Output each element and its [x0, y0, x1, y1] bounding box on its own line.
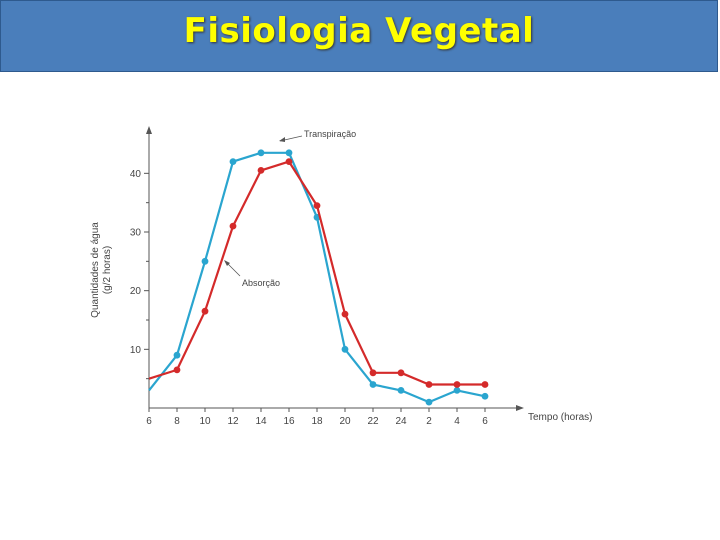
- data-point: [397, 387, 405, 394]
- data-point: [369, 369, 377, 377]
- y-tick-label: 30: [130, 228, 142, 239]
- x-tick-label: 16: [283, 416, 295, 427]
- data-point: [201, 257, 209, 265]
- annotation-absorcao-arrow: [224, 260, 230, 266]
- x-tick-label: 22: [367, 416, 379, 427]
- x-axis-arrow: [516, 405, 524, 411]
- x-tick-label: 4: [454, 416, 460, 427]
- data-point: [481, 381, 489, 388]
- chart-axes: [146, 126, 524, 411]
- data-point: [173, 351, 181, 359]
- x-tick-label: 24: [395, 416, 407, 427]
- data-point: [285, 158, 293, 165]
- y-ticks: 10 20 30 40: [130, 169, 149, 380]
- annotation-absorcao: Absorção: [224, 260, 280, 288]
- x-tick-label: 14: [255, 416, 267, 427]
- annotation-transpiracao-arrow: [279, 137, 285, 142]
- annotation-transpiracao: Transpiração: [279, 129, 356, 142]
- data-point: [425, 398, 433, 406]
- x-tick-label: 18: [311, 416, 323, 427]
- data-point: [201, 307, 209, 315]
- data-point: [453, 381, 461, 388]
- y-axis-label-line2: (g/2 horas): [102, 246, 113, 294]
- annotation-transpiracao-label: Transpiração: [304, 129, 356, 139]
- series-line: [148, 151, 486, 404]
- y-axis-arrow: [146, 126, 152, 134]
- series-absorcao: [148, 158, 489, 388]
- data-point: [173, 366, 181, 374]
- y-tick-label: 20: [130, 286, 142, 297]
- data-point: [229, 158, 237, 165]
- data-point: [257, 167, 265, 174]
- x-tick-label: 20: [339, 416, 351, 427]
- x-tick-label: 10: [199, 416, 211, 427]
- data-point: [369, 381, 377, 388]
- data-point: [341, 310, 349, 318]
- slide-title: Fisiologia Vegetal: [183, 11, 535, 51]
- data-point: [285, 149, 293, 157]
- data-point: [313, 202, 321, 209]
- data-point: [397, 369, 405, 377]
- x-tick-label: 8: [174, 416, 180, 427]
- data-point: [341, 345, 349, 353]
- series-transpiracao: [148, 149, 489, 406]
- x-tick-label: 12: [227, 416, 239, 427]
- data-point: [481, 392, 489, 400]
- x-tick-label: 6: [146, 416, 152, 427]
- x-tick-label: 6: [482, 416, 488, 427]
- y-tick-label: 10: [130, 345, 142, 356]
- data-point: [229, 222, 237, 230]
- x-ticks: 6 8 10 12 14 16 18 20 22 24 2 4 6: [146, 408, 488, 427]
- title-bar: Fisiologia Vegetal: [0, 0, 718, 72]
- data-point: [425, 381, 433, 388]
- data-point: [257, 149, 265, 157]
- x-tick-label: 2: [426, 416, 432, 427]
- series-line: [148, 160, 485, 386]
- y-axis-label-line1: Quantidades de água: [90, 222, 101, 318]
- y-tick-label: 40: [130, 169, 142, 180]
- series-layer: [148, 149, 489, 406]
- annotation-absorcao-label: Absorção: [242, 278, 280, 288]
- data-point: [453, 387, 461, 394]
- y-axis-label-group: Quantidades de água (g/2 horas): [90, 222, 113, 318]
- x-axis-label: Tempo (horas): [528, 412, 592, 423]
